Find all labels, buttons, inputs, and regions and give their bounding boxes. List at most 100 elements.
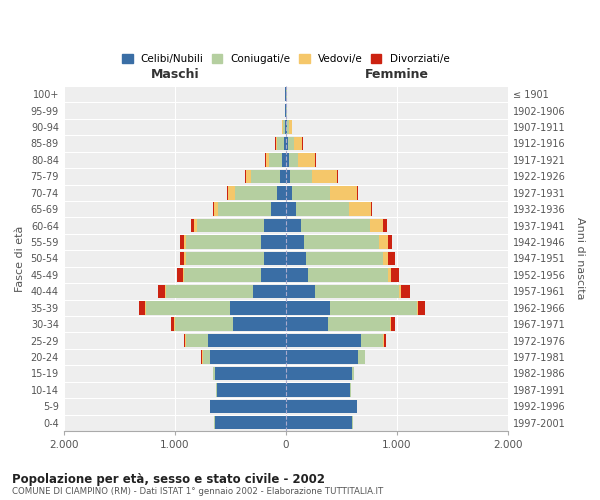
- Bar: [233, 318, 286, 331]
- Bar: [361, 334, 383, 347]
- Text: Maschi: Maschi: [151, 68, 199, 81]
- Bar: [306, 252, 383, 265]
- Bar: [286, 236, 304, 249]
- Bar: [186, 236, 262, 249]
- Bar: [286, 301, 330, 314]
- Bar: [286, 318, 328, 331]
- Bar: [251, 170, 280, 183]
- Bar: [277, 137, 284, 150]
- Bar: [301, 219, 370, 232]
- Bar: [146, 301, 230, 314]
- Bar: [286, 137, 288, 150]
- Bar: [269, 153, 283, 166]
- Bar: [383, 252, 388, 265]
- Bar: [286, 268, 308, 281]
- Bar: [283, 153, 286, 166]
- Bar: [401, 284, 410, 298]
- Bar: [286, 186, 292, 200]
- Bar: [388, 268, 391, 281]
- Bar: [314, 153, 316, 166]
- Bar: [181, 236, 184, 249]
- Bar: [284, 120, 286, 134]
- Bar: [216, 383, 217, 396]
- Bar: [304, 236, 379, 249]
- Bar: [262, 236, 286, 249]
- Bar: [235, 186, 277, 200]
- Bar: [286, 350, 358, 364]
- Bar: [139, 301, 145, 314]
- Bar: [286, 170, 290, 183]
- Bar: [290, 170, 313, 183]
- Bar: [379, 236, 388, 249]
- Bar: [288, 137, 293, 150]
- Bar: [293, 137, 302, 150]
- Bar: [276, 137, 277, 150]
- Bar: [217, 383, 286, 396]
- Bar: [296, 202, 349, 216]
- Bar: [371, 202, 373, 216]
- Bar: [158, 284, 165, 298]
- Bar: [180, 252, 184, 265]
- Bar: [186, 334, 208, 347]
- Bar: [283, 120, 284, 134]
- Bar: [230, 301, 286, 314]
- Bar: [211, 350, 286, 364]
- Bar: [388, 252, 395, 265]
- Bar: [330, 186, 357, 200]
- Bar: [286, 153, 289, 166]
- Bar: [277, 186, 286, 200]
- Bar: [352, 366, 354, 380]
- Text: Femmine: Femmine: [365, 68, 429, 81]
- Bar: [286, 219, 301, 232]
- Text: COMUNE DI CIAMPINO (RM) - Dati ISTAT 1° gennaio 2002 - Elaborazione TUTTITALIA.I: COMUNE DI CIAMPINO (RM) - Dati ISTAT 1° …: [12, 488, 383, 496]
- Bar: [349, 202, 371, 216]
- Bar: [191, 219, 194, 232]
- Bar: [286, 334, 361, 347]
- Bar: [286, 284, 314, 298]
- Bar: [194, 219, 197, 232]
- Bar: [245, 170, 246, 183]
- Bar: [145, 301, 146, 314]
- Bar: [289, 120, 292, 134]
- Bar: [286, 252, 306, 265]
- Bar: [214, 202, 218, 216]
- Bar: [418, 301, 425, 314]
- Bar: [211, 400, 286, 413]
- Bar: [286, 120, 287, 134]
- Bar: [177, 268, 182, 281]
- Bar: [227, 186, 228, 200]
- Bar: [265, 153, 266, 166]
- Bar: [287, 120, 289, 134]
- Bar: [182, 268, 184, 281]
- Bar: [184, 268, 262, 281]
- Bar: [284, 137, 286, 150]
- Bar: [218, 202, 271, 216]
- Bar: [175, 318, 233, 331]
- Bar: [215, 366, 286, 380]
- Bar: [271, 202, 286, 216]
- Bar: [228, 186, 235, 200]
- Bar: [391, 268, 399, 281]
- Bar: [383, 219, 387, 232]
- Bar: [212, 202, 214, 216]
- Bar: [308, 268, 388, 281]
- Bar: [298, 153, 314, 166]
- Bar: [286, 202, 296, 216]
- Bar: [289, 153, 298, 166]
- Bar: [313, 170, 337, 183]
- Bar: [215, 416, 286, 430]
- Bar: [208, 334, 286, 347]
- Text: Popolazione per età, sesso e stato civile - 2002: Popolazione per età, sesso e stato civil…: [12, 472, 325, 486]
- Bar: [280, 170, 286, 183]
- Bar: [399, 284, 401, 298]
- Bar: [184, 236, 186, 249]
- Bar: [203, 350, 211, 364]
- Bar: [184, 334, 185, 347]
- Bar: [328, 318, 390, 331]
- Bar: [388, 236, 392, 249]
- Y-axis label: Anni di nascita: Anni di nascita: [575, 217, 585, 300]
- Bar: [212, 366, 215, 380]
- Bar: [253, 284, 286, 298]
- Bar: [370, 219, 383, 232]
- Bar: [286, 416, 352, 430]
